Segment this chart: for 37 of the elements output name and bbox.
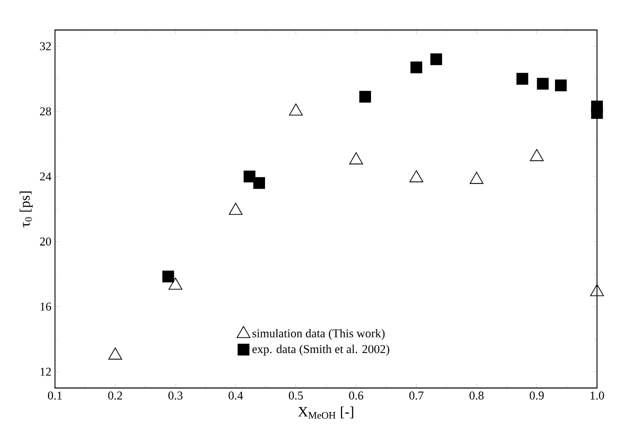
point: [530, 149, 544, 162]
y-tick-label: 20: [40, 238, 52, 246]
point: [253, 177, 266, 189]
point: [228, 202, 243, 215]
point: [516, 72, 528, 85]
point: [554, 79, 567, 92]
x-tick-label: 0.8: [470, 392, 484, 400]
legend-label: exp. data (Smith et al. 2002): [252, 344, 390, 356]
point: [536, 78, 549, 90]
x-tick-label: 0.5: [288, 392, 303, 400]
point: [430, 53, 442, 66]
y-tick-label: 24: [40, 172, 52, 180]
x-axis-title: X$_{MeOH}$ [-]: [298, 406, 354, 419]
point: [470, 172, 484, 184]
x-tick-label: 1.0: [590, 392, 604, 400]
point: [359, 90, 372, 103]
point: [108, 348, 122, 360]
x-tick-label: 0.3: [168, 392, 182, 400]
x-tick-label: 0.7: [409, 392, 424, 400]
y-axis-title: τ$_{0}$ [ps]: [20, 191, 33, 228]
y-tick-label: 28: [40, 107, 52, 116]
y-tick-label: 32: [40, 42, 51, 50]
point: [591, 107, 603, 119]
x-tick-label: 0.1: [48, 392, 62, 400]
x-tick-label: 0.9: [530, 392, 544, 400]
x-tick-label: 0.6: [349, 392, 364, 400]
point: [349, 152, 363, 164]
point: [410, 62, 422, 74]
x-tick-label: 0.4: [228, 392, 243, 400]
y-tick-label: 12: [40, 368, 51, 376]
y-tick-label: 16: [40, 302, 52, 311]
point: [590, 284, 604, 296]
point: [409, 170, 424, 182]
point: [244, 170, 256, 182]
legend-label: simulation data (This work): [252, 328, 385, 340]
point: [168, 278, 182, 290]
x-tick-label: 0.2: [108, 392, 122, 400]
